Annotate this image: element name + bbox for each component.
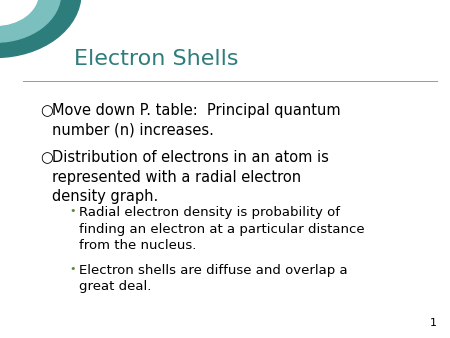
Text: Move down P. table:  Principal quantum
number (n) increases.: Move down P. table: Principal quantum nu… — [52, 103, 340, 137]
Text: Distribution of electrons in an atom is
represented with a radial electron
densi: Distribution of electrons in an atom is … — [52, 150, 328, 204]
Text: Electron shells are diffuse and overlap a
great deal.: Electron shells are diffuse and overlap … — [79, 264, 347, 293]
Text: ○: ○ — [40, 150, 53, 165]
Text: Radial electron density is probability of
finding an electron at a particular di: Radial electron density is probability o… — [79, 206, 364, 252]
Text: Electron Shells: Electron Shells — [74, 49, 239, 69]
Text: 1: 1 — [429, 318, 436, 328]
Circle shape — [0, 0, 38, 25]
Circle shape — [0, 0, 81, 57]
Text: ○: ○ — [40, 103, 53, 118]
Text: •: • — [70, 206, 76, 216]
Text: •: • — [70, 264, 76, 274]
Circle shape — [0, 0, 61, 42]
